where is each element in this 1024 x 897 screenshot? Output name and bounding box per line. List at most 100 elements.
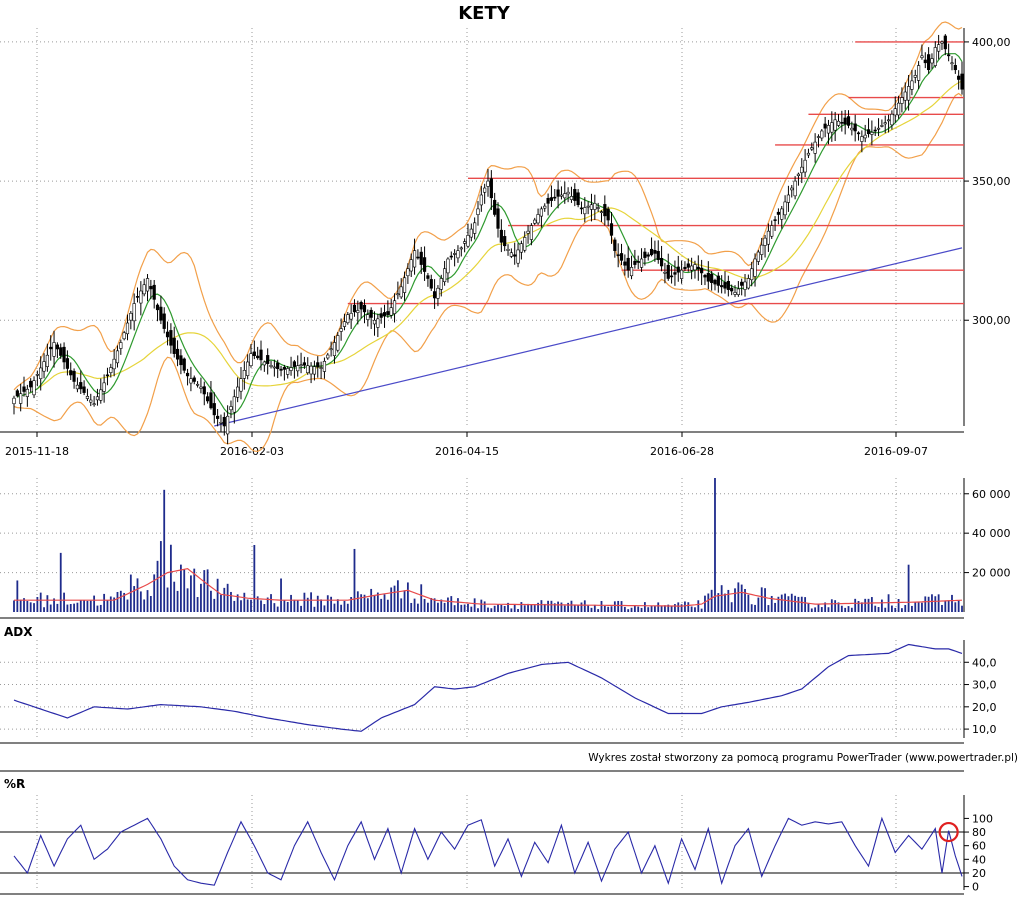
candle-body xyxy=(149,286,153,290)
volume-bar xyxy=(957,600,960,612)
candle-body xyxy=(439,278,443,290)
volume-bar xyxy=(386,599,389,612)
volume-bar xyxy=(136,578,139,612)
candle-body xyxy=(165,331,170,338)
volume-bar xyxy=(850,607,853,612)
volume-panel: 20 000 40 000 60 000 xyxy=(0,478,1011,619)
candle-body xyxy=(266,355,270,364)
candle-body xyxy=(736,288,740,295)
volume-bar xyxy=(500,604,503,612)
volume-bar xyxy=(460,604,463,612)
candle-body xyxy=(706,272,710,282)
candle-body xyxy=(790,187,794,191)
candle-body xyxy=(886,119,891,122)
volume-bar xyxy=(176,590,179,612)
volume-bar xyxy=(190,575,192,612)
volume-bar xyxy=(607,606,610,612)
volume-bar xyxy=(350,597,353,612)
candle-body xyxy=(863,134,867,139)
volume-bar xyxy=(447,597,449,612)
volume-bar xyxy=(116,591,119,612)
volume-bar xyxy=(477,608,479,612)
volume-bar xyxy=(613,601,616,612)
candle-body xyxy=(125,322,130,335)
candle-body xyxy=(840,122,844,124)
candle-body xyxy=(406,268,410,277)
candle-body xyxy=(379,313,383,318)
volume-bar xyxy=(827,607,830,612)
candle-body xyxy=(860,136,864,142)
candle-body xyxy=(105,374,110,377)
williams-r-y-tick-label: 20 xyxy=(972,867,986,880)
volume-bar xyxy=(79,600,82,612)
candle-body xyxy=(399,286,403,298)
candle-body xyxy=(686,263,690,268)
volume-bar xyxy=(13,600,15,612)
candle-body xyxy=(449,255,453,258)
candle-body xyxy=(189,378,193,384)
volume-bar xyxy=(610,606,613,612)
volume-bar xyxy=(790,593,793,612)
volume-bar xyxy=(670,605,673,612)
volume-bar xyxy=(273,603,276,612)
volume-bar xyxy=(396,580,399,612)
adx-line xyxy=(13,643,963,732)
candle-body xyxy=(15,390,19,397)
volume-bar xyxy=(427,602,429,612)
volume-bar xyxy=(233,600,236,612)
volume-bar xyxy=(687,602,690,612)
volume-bar xyxy=(580,602,583,612)
candle-body xyxy=(92,403,96,406)
candle-body xyxy=(416,256,420,259)
volume-bar xyxy=(76,602,79,612)
candle-body xyxy=(319,367,323,369)
candle-body xyxy=(179,355,183,366)
volume-bar xyxy=(39,592,42,612)
volume-bar xyxy=(29,602,32,612)
volume-bar xyxy=(86,600,89,612)
candle-body xyxy=(159,306,163,321)
volume-bar xyxy=(921,602,923,612)
candle-body xyxy=(473,222,477,234)
volume-bar xyxy=(23,598,25,612)
candle-body xyxy=(202,386,206,395)
candle-body xyxy=(316,362,320,368)
candle-body xyxy=(649,248,654,256)
volume-bar xyxy=(513,604,516,612)
candle-body xyxy=(362,304,367,313)
volume-bar xyxy=(143,599,146,612)
candle-body xyxy=(539,208,544,217)
candle-body xyxy=(766,230,770,245)
volume-bar xyxy=(817,604,820,612)
candle-body xyxy=(246,361,250,376)
candle-body xyxy=(850,127,854,131)
volume-bar xyxy=(260,600,262,612)
volume-bar xyxy=(430,597,433,612)
candle-body xyxy=(793,180,797,197)
volume-bar xyxy=(680,604,683,612)
price-y-tick-label: 350,00 xyxy=(972,175,1011,188)
candle-body xyxy=(579,207,584,210)
volume-bar xyxy=(69,604,72,612)
candle-body xyxy=(309,365,313,375)
candle-body xyxy=(713,279,717,285)
price-panel: 300,00 350,00 400,00 2015-11-18 2016-02-03 20… xyxy=(0,21,1011,458)
volume-bar xyxy=(66,604,69,612)
volume-bar xyxy=(717,593,720,612)
candle-body xyxy=(599,211,604,213)
candle-body xyxy=(917,65,921,81)
volume-bar xyxy=(210,590,212,612)
volume-bar xyxy=(694,607,696,612)
candle-body xyxy=(85,396,90,399)
volume-bar xyxy=(840,605,843,612)
candle-body xyxy=(336,335,340,351)
candle-body xyxy=(112,358,116,370)
candle-body xyxy=(596,207,600,209)
candle-body xyxy=(549,197,554,201)
volume-bar xyxy=(153,574,156,612)
volume-bar xyxy=(423,598,426,612)
volume-bar xyxy=(577,604,580,612)
volume-bar xyxy=(937,594,940,612)
candle-body xyxy=(25,388,29,397)
